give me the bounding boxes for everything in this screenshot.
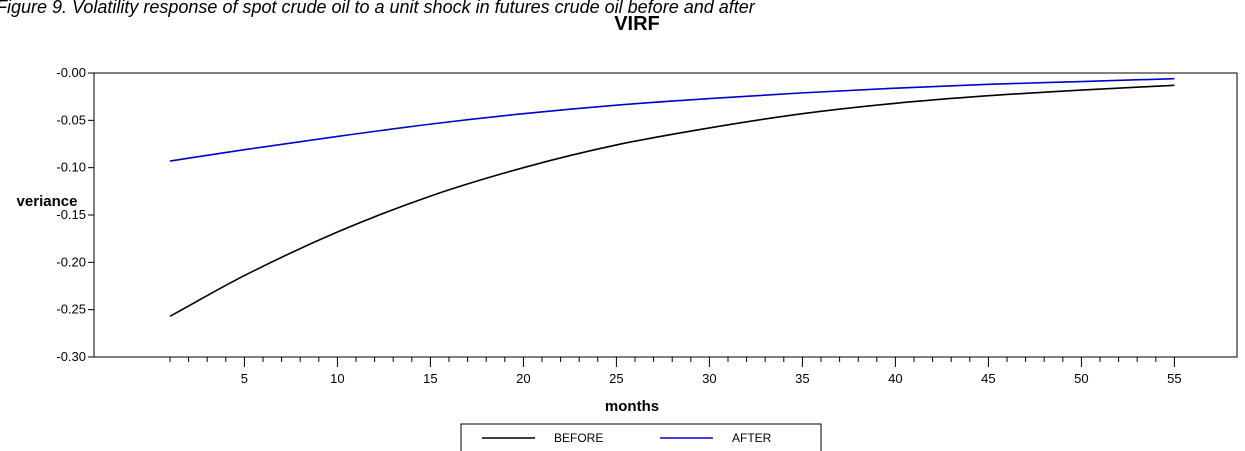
x-tick-label: 55: [1167, 371, 1181, 386]
x-tick-label: 40: [888, 371, 902, 386]
x-axis-title: months: [605, 398, 659, 415]
figure-caption: Figure 9. Volatility response of spot cr…: [0, 0, 756, 17]
x-tick-label: 5: [241, 371, 248, 386]
x-tick-label: 25: [609, 371, 623, 386]
x-tick-label: 10: [330, 371, 344, 386]
y-tick-label: -0.10: [56, 160, 86, 175]
series-line-after: [169, 77, 1175, 162]
series-line-before: [169, 84, 1175, 317]
legend: BEFORE AFTER: [460, 423, 822, 451]
y-axis: -0.00 -0.05 -0.10 -0.15 -0.20 -0.25 -0.30: [56, 65, 94, 364]
legend-label-before: BEFORE: [554, 431, 603, 445]
y-tick-label: -0.20: [56, 254, 86, 269]
x-tick-label: 30: [702, 371, 716, 386]
y-tick-label: -0.15: [56, 207, 86, 222]
x-tick-label: 45: [981, 371, 995, 386]
y-tick-label: -0.00: [56, 65, 86, 80]
plot-area-frame: [93, 72, 1238, 358]
series-layer: [169, 77, 1175, 317]
x-axis: 5 10 15 20 25 30 35 40 45 50 55: [169, 357, 1182, 386]
x-tick-label: 20: [516, 371, 530, 386]
y-tick-label: -0.25: [56, 302, 86, 317]
chart-title: VIRF: [614, 13, 660, 35]
y-tick-label: -0.05: [56, 112, 86, 127]
legend-frame: [460, 423, 822, 451]
legend-label-after: AFTER: [732, 431, 772, 445]
x-tick-label: 50: [1074, 371, 1088, 386]
y-tick-label: -0.30: [56, 349, 86, 364]
x-tick-label: 35: [795, 371, 809, 386]
y-axis-title: veriance: [17, 193, 78, 210]
x-tick-label: 15: [423, 371, 437, 386]
